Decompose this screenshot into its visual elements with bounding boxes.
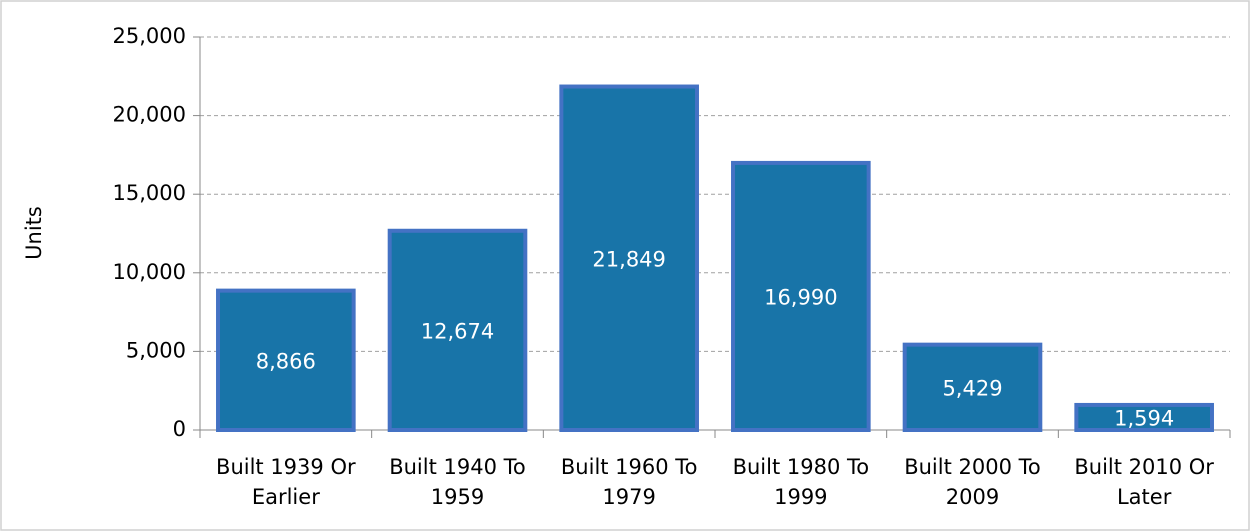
data-label: 21,849 <box>592 247 665 271</box>
data-label: 16,990 <box>764 285 837 309</box>
data-label: 1,594 <box>1114 406 1174 430</box>
y-axis-label: Units <box>22 206 46 260</box>
data-label: 5,429 <box>942 376 1002 400</box>
bar <box>902 342 1043 433</box>
x-tick-label: Built 2000 To 2009 <box>904 455 1041 509</box>
x-tick-label: Built 1980 To 1999 <box>732 455 870 509</box>
bar <box>559 84 699 432</box>
y-tick-label: 0 <box>173 417 186 441</box>
x-tick-label: Built 1939 Or Earlier <box>216 455 356 509</box>
data-label: 8,866 <box>256 349 316 373</box>
y-tick-label: 5,000 <box>126 338 186 362</box>
x-tick-label: Built 2010 Or Later <box>1074 455 1214 509</box>
y-tick-label: 10,000 <box>113 260 186 284</box>
bar <box>1074 402 1214 433</box>
bar <box>387 228 528 432</box>
bar <box>731 160 871 432</box>
y-tick-label: 25,000 <box>113 24 186 48</box>
data-label: 12,674 <box>421 319 494 343</box>
x-tick-label: Built 1940 To 1959 <box>389 455 526 509</box>
bar <box>216 288 356 432</box>
x-tick-label: Built 1960 To 1979 <box>560 455 698 509</box>
y-tick-label: 20,000 <box>113 103 186 127</box>
y-tick-label: 15,000 <box>113 181 186 205</box>
